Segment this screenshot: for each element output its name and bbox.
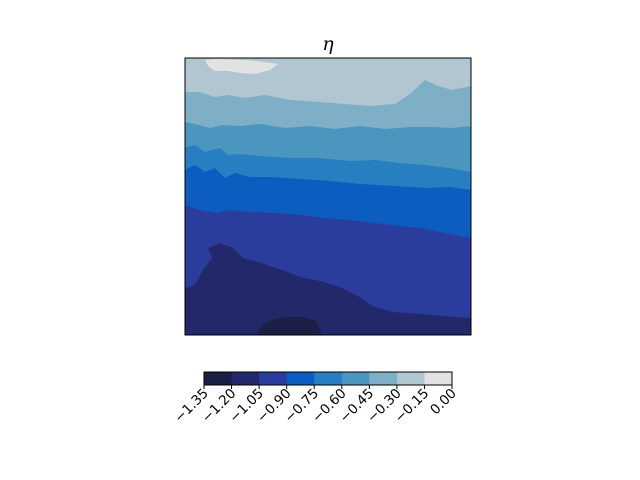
colorbar-tick-label: 0.00: [427, 386, 460, 419]
colorbar-frame: [203, 371, 453, 386]
colorbar-segment: [314, 372, 343, 385]
colorbar-segment: [341, 372, 370, 385]
plot-frame: [184, 57, 472, 336]
contour-band-darkest: [256, 317, 322, 335]
contour-band-lightest: [205, 59, 278, 74]
contour-band-lower: [185, 218, 217, 275]
colorbar-segment: [396, 372, 425, 385]
colorbar-segment: [286, 372, 315, 385]
contour-plot: [185, 58, 471, 335]
colorbar-ticks: −1.35−1.20−1.05−0.90−0.75−0.60−0.45−0.30…: [171, 385, 460, 426]
contour-band-bottom: [185, 243, 471, 335]
chart-title: η: [322, 33, 334, 55]
colorbar-segment: [424, 372, 453, 385]
colorbar-segment: [204, 372, 232, 385]
colorbar-segment: [259, 372, 288, 385]
colorbar-segment: [369, 372, 398, 385]
colorbar: [204, 372, 453, 385]
colorbar-segment: [231, 372, 260, 385]
